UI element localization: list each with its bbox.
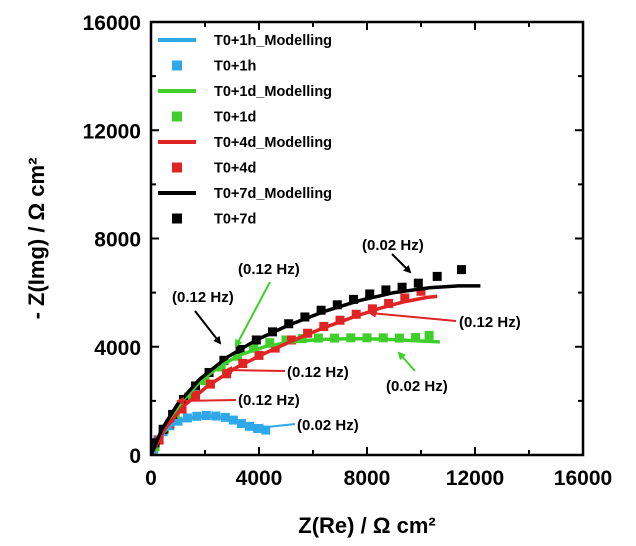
annotation-label: (0.02 Hz) — [362, 237, 424, 254]
annotation-label: (0.12 Hz) — [287, 364, 349, 381]
data-point — [300, 312, 310, 322]
y-tick-label: 12000 — [83, 120, 141, 143]
data-point — [400, 293, 410, 303]
frequency-annotation: (0.02 Hz) — [362, 237, 424, 274]
data-point — [249, 343, 259, 353]
axes: 0 4000 8000 12000 16000 0 4000 8000 12000 16000 Z(… — [24, 12, 612, 538]
legend-label: T0+7d — [214, 212, 256, 228]
frequency-annotation: (0.12 Hz) — [172, 289, 234, 345]
y-tick-label: 4000 — [94, 337, 141, 360]
legend-swatch-marker — [172, 60, 182, 71]
data-point — [316, 305, 326, 315]
annotation-arrow — [391, 253, 412, 274]
x-axis-title: Z(Re) / Ω cm² — [298, 513, 435, 538]
legend-entry: T0+1d_Modelling — [158, 84, 332, 100]
legend-entry: T0+7d_Modelling — [158, 186, 332, 202]
data-point — [432, 271, 442, 281]
legend-label: T0+7d_Modelling — [214, 186, 332, 202]
legend-label: T0+4d_Modelling — [214, 135, 332, 151]
data-point — [200, 376, 210, 386]
data-point — [184, 392, 194, 402]
legend-label: T0+1h_Modelling — [214, 33, 332, 49]
y-tick-label: 0 — [129, 445, 141, 468]
annotation-arrow — [194, 310, 222, 345]
annotation-label: (0.12 Hz) — [238, 261, 300, 278]
annotation-arrow — [397, 351, 416, 372]
legend-entry: T0+4d — [172, 161, 256, 177]
data-point — [367, 304, 377, 314]
annotation-arrow — [176, 396, 237, 405]
x-tick-label: 16000 — [554, 467, 612, 490]
annotation-label: (0.12 Hz) — [172, 289, 234, 306]
annotation-arrow — [235, 281, 271, 348]
data-point — [394, 333, 404, 343]
data-point — [416, 286, 426, 296]
data-point — [381, 285, 391, 295]
data-point — [457, 265, 466, 275]
plot-area — [151, 265, 481, 455]
annotation-arrow — [224, 366, 286, 375]
legend-label: T0+1d_Modelling — [214, 84, 332, 100]
annotation-arrow — [368, 309, 457, 322]
legend-swatch-marker — [172, 111, 182, 122]
annotation-label: (0.12 Hz) — [459, 314, 521, 331]
data-point — [411, 333, 421, 343]
data-point — [261, 425, 271, 435]
frequency-annotation: (0.12 Hz) — [224, 364, 349, 381]
legend-entry: T0+1d — [172, 110, 256, 126]
x-tick-label: 8000 — [344, 467, 391, 490]
annotation-arrow — [256, 423, 296, 432]
frequency-annotation: (0.02 Hz) — [256, 417, 359, 434]
legend-entry: T0+1h_Modelling — [158, 33, 332, 49]
annotation-label: (0.02 Hz) — [386, 378, 448, 395]
data-point — [281, 335, 291, 345]
y-tick-label: 16000 — [83, 12, 141, 35]
annotations: (0.02 Hz)(0.12 Hz)(0.12 Hz)(0.12 Hz)(0.1… — [172, 237, 521, 434]
legend-entry: T0+7d — [172, 212, 256, 228]
data-point — [413, 278, 423, 288]
frequency-annotation: (0.12 Hz) — [235, 261, 300, 348]
x-tick-label: 12000 — [446, 467, 504, 490]
x-tick-label: 0 — [145, 467, 157, 490]
data-point — [424, 330, 434, 340]
data-point — [397, 282, 407, 292]
legend-label: T0+4d — [214, 161, 256, 177]
data-point — [332, 300, 342, 310]
data-point — [265, 338, 275, 348]
annotation-label: (0.12 Hz) — [238, 392, 300, 409]
series-line-4 — [151, 294, 438, 455]
data-point — [384, 298, 394, 308]
frequency-annotation: (0.02 Hz) — [386, 351, 448, 395]
y-tick-label: 8000 — [94, 229, 141, 252]
legend-entry: T0+1h — [172, 59, 256, 75]
data-point — [297, 334, 307, 344]
y-axis-title: - Z(Img) / Ω cm² — [24, 158, 49, 320]
data-point — [349, 294, 358, 304]
x-tick-label: 4000 — [236, 467, 283, 490]
legend-swatch-marker — [172, 162, 182, 173]
series-group — [151, 265, 481, 455]
annotation-label: (0.02 Hz) — [297, 417, 359, 434]
frequency-annotation: (0.12 Hz) — [368, 309, 521, 331]
legend: T0+1h_Modelling T0+1h T0+1d_Modelling T0+1d… — [158, 33, 332, 228]
data-point — [365, 289, 375, 299]
legend-swatch-marker — [172, 213, 182, 224]
legend-entry: T0+4d_Modelling — [158, 135, 332, 151]
frequency-annotation: (0.12 Hz) — [176, 392, 300, 409]
legend-label: T0+1d — [214, 110, 256, 126]
legend-label: T0+1h — [214, 59, 256, 75]
